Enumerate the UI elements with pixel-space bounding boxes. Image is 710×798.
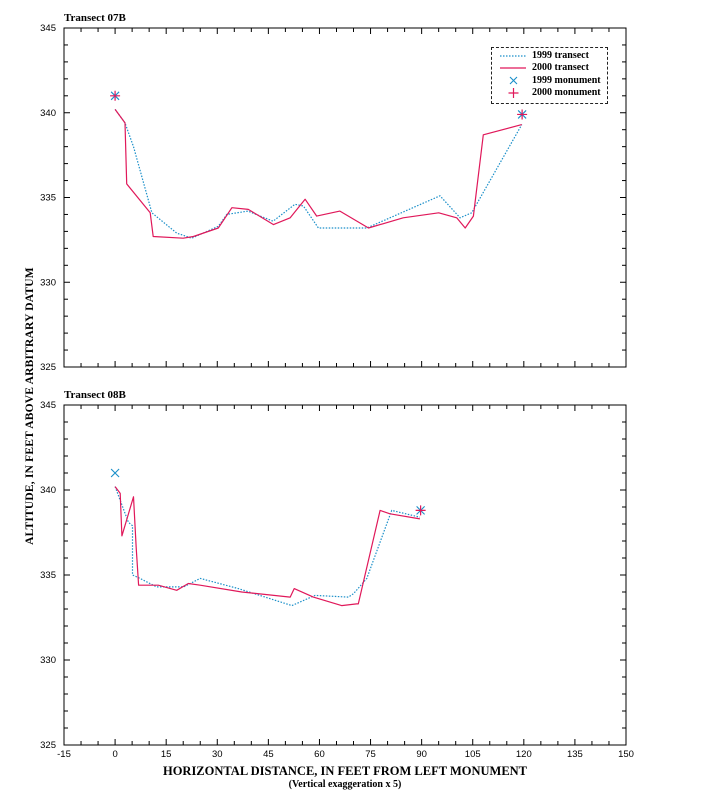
- panel-title-08b: Transect 08B: [64, 389, 126, 401]
- legend-label: 1999 monument: [532, 75, 601, 86]
- legend-item-2000-transect: 2000 transect: [492, 62, 607, 74]
- x-tick-label: 75: [365, 749, 376, 760]
- y-tick-label: 325: [40, 362, 56, 373]
- x-axis-subtitle: (Vertical exaggeration x 5): [288, 779, 402, 790]
- y-axis-label: ALTITUDE, IN FEET ABOVE ARBITRARY DATUM: [24, 267, 36, 545]
- x-tick-label: 150: [618, 749, 634, 760]
- y-tick-label: 345: [40, 23, 56, 34]
- dotted-line-icon: [500, 55, 526, 57]
- monument-2000-marker: [517, 109, 528, 120]
- monument-2000-marker: [110, 90, 121, 101]
- legend-label: 1999 transect: [532, 50, 589, 61]
- y-tick-label: 335: [40, 570, 56, 581]
- legend-item-1999-monument: 1999 monument: [492, 75, 607, 87]
- x-tick-label: 0: [112, 749, 117, 760]
- x-tick-label: 135: [567, 749, 583, 760]
- x-tick-label: 15: [161, 749, 172, 760]
- y-tick-label: 325: [40, 740, 56, 751]
- legend-label: 2000 transect: [532, 62, 589, 73]
- x-marker-icon: [509, 76, 518, 85]
- y-tick-label: 330: [40, 655, 56, 666]
- legend-label: 2000 monument: [532, 87, 601, 98]
- legend-item-2000-monument: 2000 monument: [492, 87, 607, 99]
- series-1999-transect: [114, 109, 523, 239]
- x-tick-label: 45: [263, 749, 274, 760]
- x-tick-label: 60: [314, 749, 325, 760]
- x-tick-label: 30: [212, 749, 223, 760]
- x-tick-label: 120: [516, 749, 532, 760]
- y-tick-label: 340: [40, 108, 56, 119]
- solid-line-icon: [500, 67, 526, 69]
- monument-1999-marker: [110, 468, 120, 478]
- series-1999-transect: [114, 486, 421, 607]
- plus-marker-icon: [508, 88, 519, 98]
- y-tick-label: 330: [40, 277, 56, 288]
- x-tick-label: -15: [57, 749, 71, 760]
- series-2000-transect: [114, 486, 421, 607]
- monument-2000-marker: [415, 505, 426, 516]
- plot-frame: [63, 404, 627, 746]
- x-tick-label: 105: [465, 749, 481, 760]
- legend: 1999 transect 2000 transect 1999 monumen…: [491, 47, 608, 104]
- y-tick-label: 345: [40, 400, 56, 411]
- series-2000-transect: [114, 109, 522, 239]
- y-tick-label: 335: [40, 193, 56, 204]
- x-tick-label: 90: [416, 749, 427, 760]
- legend-item-1999-transect: 1999 transect: [492, 50, 607, 62]
- y-tick-label: 340: [40, 485, 56, 496]
- panel-title-07b: Transect 07B: [64, 12, 126, 24]
- x-axis-label: HORIZONTAL DISTANCE, IN FEET FROM LEFT M…: [162, 764, 528, 778]
